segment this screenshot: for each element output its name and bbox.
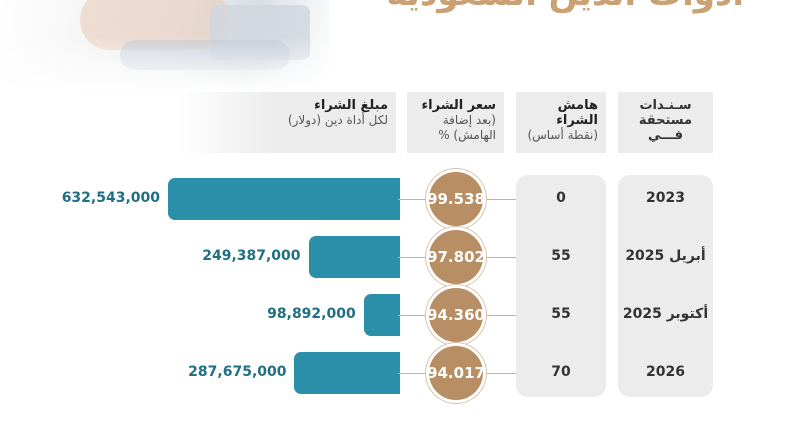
bar-value-label: 98,892,000 <box>267 306 356 322</box>
bar <box>168 178 400 220</box>
bar <box>294 352 400 394</box>
price-circle: 94.017 <box>426 343 486 403</box>
header-photo <box>0 0 330 92</box>
bar-value-label: 287,675,000 <box>188 364 287 380</box>
header-maturity-label: سـنـدات مستحقة فـــي <box>638 98 693 143</box>
maturity-label: 2023 <box>646 190 685 206</box>
bar <box>308 236 400 278</box>
page-title: أدوات الدين السعودية <box>386 0 744 14</box>
header-amount: مبلغ الشراء لكل أداة دين (دولار) <box>177 92 396 153</box>
margin-value: 0 <box>556 190 566 206</box>
header-maturity: سـنـدات مستحقة فـــي <box>618 92 713 153</box>
margin-column-bg <box>516 175 606 397</box>
margin-value: 70 <box>551 364 571 380</box>
bar-value-label: 632,543,000 <box>61 190 160 206</box>
header-price-title: سعر الشراء <box>421 98 497 113</box>
maturity-label: 2026 <box>646 364 685 380</box>
bar <box>363 294 400 336</box>
photo-fade <box>0 0 330 92</box>
price-circle: 97.802 <box>426 227 486 287</box>
header-amount-sub: لكل أداة دين (دولار) <box>287 113 388 127</box>
maturity-column-bg <box>618 175 713 397</box>
header-margin: هامش الشراء (نقطة أساس) <box>516 92 606 153</box>
margin-value: 55 <box>551 306 571 322</box>
margin-value: 55 <box>551 248 571 264</box>
price-circle: 99.538 <box>426 169 486 229</box>
header-price-sub: (بعد إضافة الهامش) % <box>438 113 496 142</box>
maturity-label: أبريل 2025 <box>625 248 706 264</box>
header-amount-title: مبلغ الشراء <box>314 98 388 113</box>
header-margin-title: هامش الشراء <box>556 98 598 128</box>
bar-value-label: 249,387,000 <box>202 248 301 264</box>
header-margin-sub: (نقطة أساس) <box>527 128 598 142</box>
maturity-label: أكتوبر 2025 <box>622 306 709 322</box>
price-circle: 94.360 <box>426 285 486 345</box>
header-price: سعر الشراء (بعد إضافة الهامش) % <box>407 92 504 153</box>
